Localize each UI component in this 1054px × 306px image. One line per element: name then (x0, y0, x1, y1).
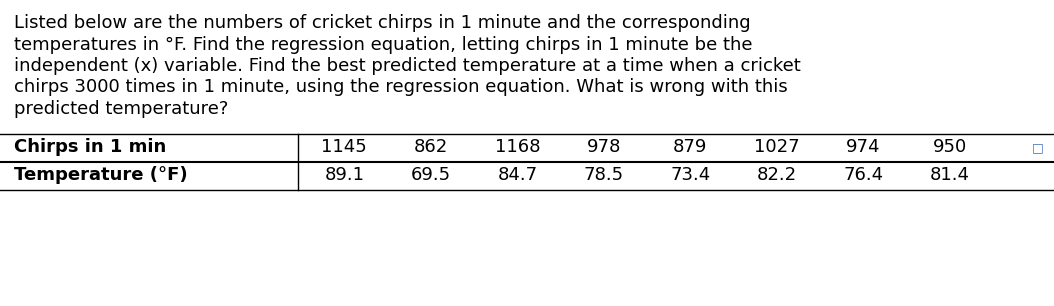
Text: 978: 978 (587, 139, 621, 156)
Text: 89.1: 89.1 (325, 166, 365, 185)
Text: independent (x) variable. Find the best predicted temperature at a time when a c: independent (x) variable. Find the best … (14, 57, 801, 75)
Text: chirps 3000 times in 1 minute, using the regression equation. What is wrong with: chirps 3000 times in 1 minute, using the… (14, 79, 787, 96)
Text: 73.4: 73.4 (670, 166, 710, 185)
Text: 82.2: 82.2 (757, 166, 797, 185)
Text: 69.5: 69.5 (411, 166, 451, 185)
Text: temperatures in °F. Find the regression equation, letting chirps in 1 minute be : temperatures in °F. Find the regression … (14, 35, 753, 54)
Text: predicted temperature?: predicted temperature? (14, 100, 229, 118)
Text: 862: 862 (414, 139, 448, 156)
Text: 76.4: 76.4 (843, 166, 883, 185)
Text: 950: 950 (933, 139, 967, 156)
Text: Chirps in 1 min: Chirps in 1 min (14, 139, 167, 156)
Text: 84.7: 84.7 (497, 166, 538, 185)
Text: 81.4: 81.4 (930, 166, 970, 185)
Text: □: □ (1032, 141, 1043, 154)
Text: 879: 879 (674, 139, 707, 156)
Text: 78.5: 78.5 (584, 166, 624, 185)
Text: 1027: 1027 (754, 139, 800, 156)
Text: Listed below are the numbers of cricket chirps in 1 minute and the corresponding: Listed below are the numbers of cricket … (14, 14, 750, 32)
Text: Temperature (°F): Temperature (°F) (14, 166, 188, 185)
Text: 1168: 1168 (494, 139, 540, 156)
Text: 974: 974 (846, 139, 880, 156)
Text: 1145: 1145 (321, 139, 367, 156)
